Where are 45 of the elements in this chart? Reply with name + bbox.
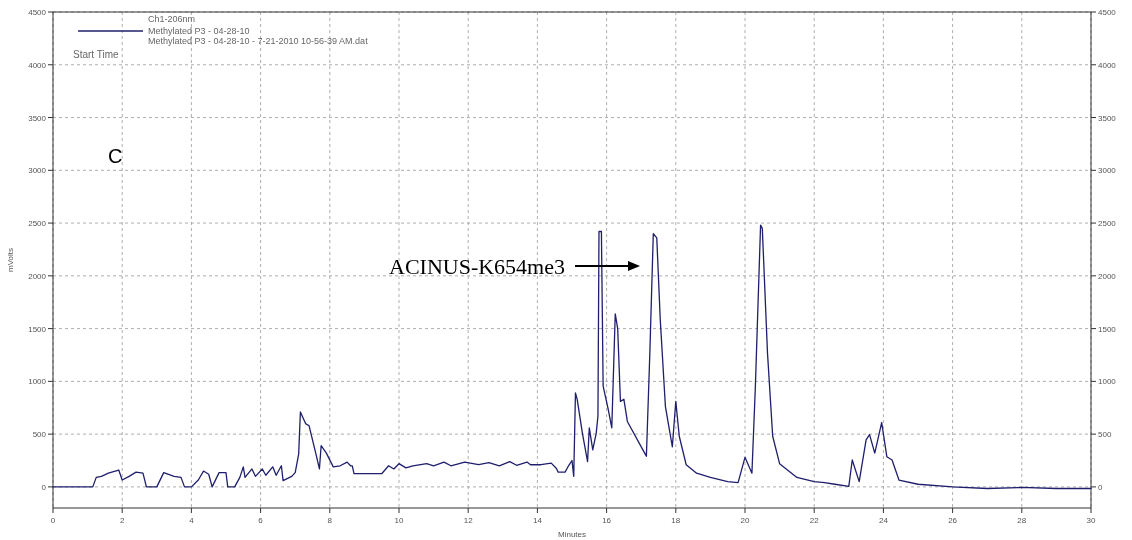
- x-tick-label: 20: [740, 516, 750, 525]
- y-tick-label: 2000: [28, 271, 47, 281]
- y2-tick-label: 1000: [1098, 377, 1117, 387]
- x-tick-label: 22: [809, 516, 820, 525]
- y-tick-label: 0: [41, 482, 47, 492]
- y2-tick-label: 2000: [1098, 271, 1117, 281]
- x-tick-label: 24: [878, 516, 889, 525]
- x-tick-label: 12: [463, 516, 474, 525]
- y2-tick-label: 4000: [1098, 60, 1117, 70]
- x-tick-label: 4: [189, 516, 195, 525]
- y-axis-title: mVolts: [6, 247, 15, 273]
- annotation: Methylated P3 - 04-28-10 - 7-21-2010 10-56-39 AM.dat: [148, 36, 369, 46]
- x-tick-label: 10: [394, 516, 404, 525]
- y2-tick-label: 4500: [1098, 8, 1117, 17]
- y-tick-label: 4000: [28, 60, 47, 70]
- x-tick-label: 8: [327, 516, 333, 525]
- y-tick-label: 1500: [28, 324, 47, 334]
- annotation: ACINUS-K654me3: [389, 254, 565, 279]
- text: Methylated P3 - 04-28-10: [148, 26, 250, 36]
- x-tick-label: 14: [532, 516, 543, 525]
- x-tick-label: 30: [1086, 516, 1096, 525]
- y-tick-label: 3500: [28, 113, 47, 123]
- y2-tick-label: 3500: [1098, 113, 1117, 123]
- x-tick-label: 6: [258, 516, 264, 525]
- y2-tick-label: 500: [1098, 430, 1112, 440]
- annotation: Start Time: [73, 49, 119, 60]
- y2-tick-label: 1500: [1098, 324, 1117, 334]
- x-tick-label: 28: [1017, 516, 1027, 525]
- y-tick-label: 500: [32, 430, 47, 440]
- x-tick-label: 26: [948, 516, 958, 525]
- annotation: C: [108, 145, 123, 167]
- y2-tick-label: 2500: [1098, 219, 1117, 229]
- y-tick-label: 2500: [28, 219, 47, 229]
- x-axis-title: Minutes: [557, 530, 587, 539]
- x-tick-label: 18: [671, 516, 681, 525]
- y2-tick-label: 3000: [1098, 166, 1117, 176]
- y-tick-label: 3000: [28, 166, 47, 176]
- x-tick-label: 16: [602, 516, 612, 525]
- legend-title: Ch1-206nm: [148, 14, 196, 24]
- x-tick-label: 2: [119, 516, 125, 525]
- line-series: [52, 224, 1092, 490]
- y-tick-label: 4500: [28, 8, 47, 17]
- y-tick-label: 1000: [28, 377, 47, 387]
- y2-tick-label: 0: [1098, 482, 1103, 492]
- x-tick-label: 0: [50, 516, 56, 525]
